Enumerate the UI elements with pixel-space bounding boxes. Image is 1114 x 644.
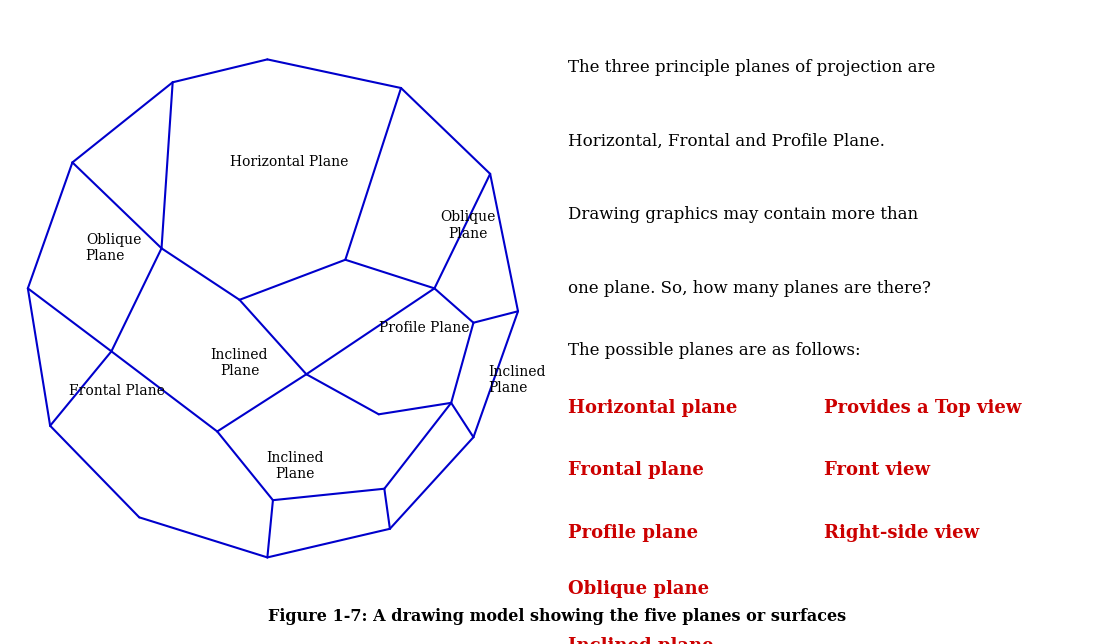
Text: The three principle planes of projection are: The three principle planes of projection… xyxy=(568,59,936,76)
Text: Figure 1-7: A drawing model showing the five planes or surfaces: Figure 1-7: A drawing model showing the … xyxy=(268,608,846,625)
Text: Inclined
Plane: Inclined Plane xyxy=(488,365,546,395)
Text: Oblique
Plane: Oblique Plane xyxy=(440,211,496,240)
Text: Front view: Front view xyxy=(824,461,930,479)
Text: Frontal plane: Frontal plane xyxy=(568,461,704,479)
Text: Provides a Top view: Provides a Top view xyxy=(824,399,1022,417)
Text: Horizontal Plane: Horizontal Plane xyxy=(231,155,349,169)
Text: The possible planes are as follows:: The possible planes are as follows: xyxy=(568,343,861,359)
Text: Profile Plane: Profile Plane xyxy=(379,321,469,336)
Text: Oblique
Plane: Oblique Plane xyxy=(86,233,141,263)
Text: Frontal Plane: Frontal Plane xyxy=(69,384,165,399)
Text: Oblique plane: Oblique plane xyxy=(568,580,710,598)
Text: one plane. So, how many planes are there?: one plane. So, how many planes are there… xyxy=(568,280,931,297)
Text: Inclined
Plane: Inclined Plane xyxy=(266,451,324,481)
Text: Horizontal plane: Horizontal plane xyxy=(568,399,737,417)
Text: Right-side view: Right-side view xyxy=(824,524,979,542)
Text: Profile plane: Profile plane xyxy=(568,524,698,542)
Text: Inclined
Plane: Inclined Plane xyxy=(211,348,268,378)
Text: Inclined plane: Inclined plane xyxy=(568,637,714,644)
Text: Horizontal, Frontal and Profile Plane.: Horizontal, Frontal and Profile Plane. xyxy=(568,133,885,149)
Text: Drawing graphics may contain more than: Drawing graphics may contain more than xyxy=(568,206,918,223)
